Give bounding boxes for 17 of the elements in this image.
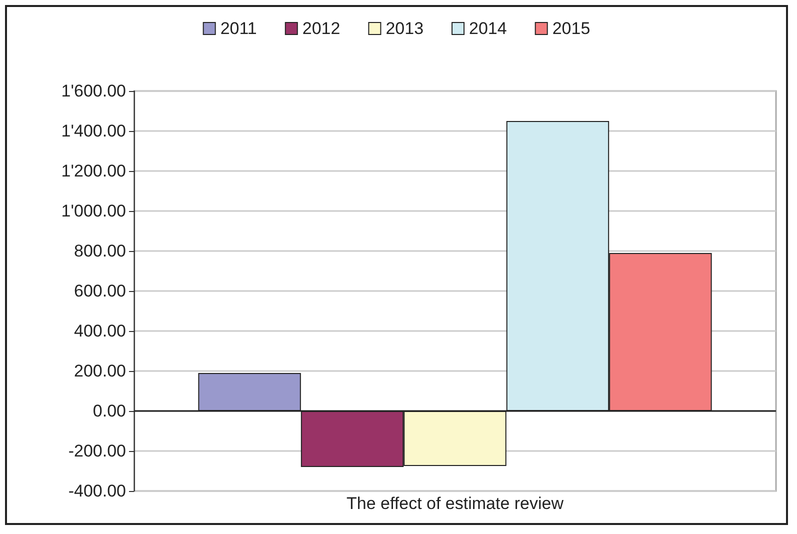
y-tick-label: 200.00 — [74, 362, 126, 380]
legend-label: 2013 — [386, 19, 424, 38]
y-tick-label: 400.00 — [74, 322, 126, 340]
y-tick-label: -200.00 — [68, 442, 126, 460]
y-tick-label: 1'000.00 — [61, 202, 126, 220]
y-tick-label: 1'600.00 — [61, 82, 126, 100]
legend-label: 2015 — [552, 19, 590, 38]
y-tick-label: 600.00 — [74, 282, 126, 300]
y-tick-label: 1'400.00 — [61, 122, 126, 140]
y-tick-label: 800.00 — [74, 242, 126, 260]
x-tick-label: The effect of estimate review — [346, 494, 564, 513]
y-tick-label: -400.00 — [68, 482, 126, 500]
y-tick-label: 1'200.00 — [61, 162, 126, 180]
legend-label: 2012 — [302, 19, 340, 38]
legend-label: 2011 — [220, 19, 257, 38]
y-tick-label: 0.00 — [92, 402, 126, 420]
legend-label: 2014 — [469, 19, 507, 38]
